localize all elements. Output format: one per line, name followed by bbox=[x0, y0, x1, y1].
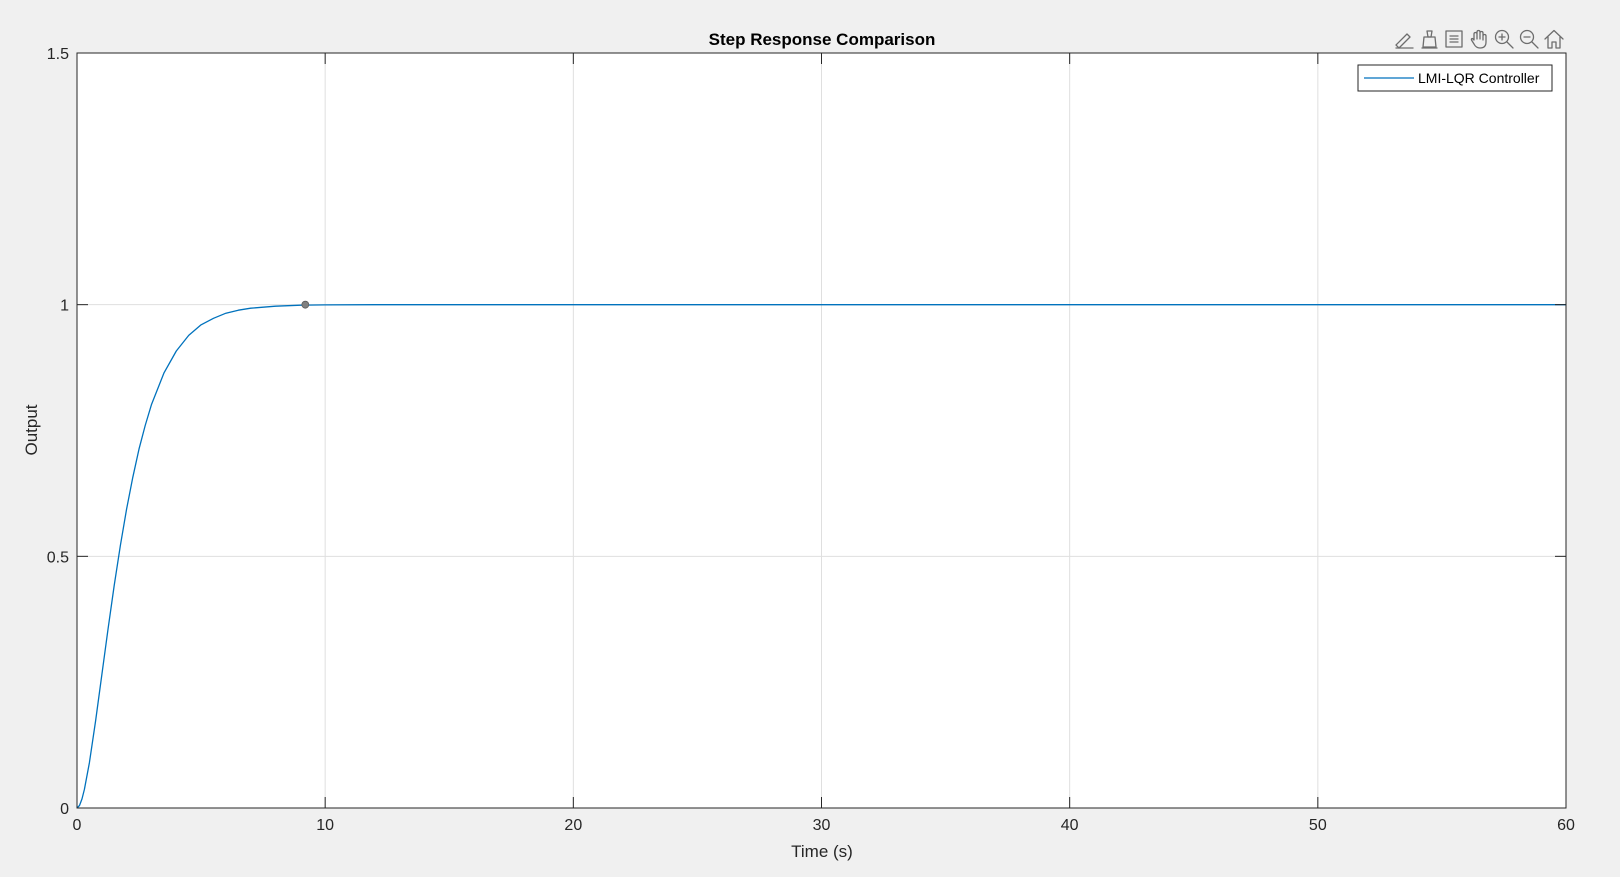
legend-toggle-icon[interactable] bbox=[1443, 28, 1465, 50]
x-tick-label: 30 bbox=[813, 817, 831, 834]
x-tick-label: 40 bbox=[1061, 817, 1079, 834]
series-lines bbox=[76, 304, 1566, 809]
y-tick-label: 0.5 bbox=[47, 549, 69, 566]
x-tick-label: 50 bbox=[1309, 817, 1327, 834]
data-markers bbox=[301, 300, 310, 309]
y-tick-label: 1 bbox=[60, 298, 69, 315]
zoom-out-icon[interactable] bbox=[1518, 28, 1540, 50]
x-tick-label: 20 bbox=[564, 817, 582, 834]
legend[interactable]: LMI-LQR Controller bbox=[1357, 64, 1553, 92]
legend-entry-label: LMI-LQR Controller bbox=[1418, 70, 1540, 86]
y-tick-label: 0 bbox=[60, 801, 69, 818]
brush-edit-icon[interactable] bbox=[1393, 28, 1415, 50]
x-tick-label: 0 bbox=[73, 817, 82, 834]
axis-ticks bbox=[76, 52, 1567, 809]
series-line-lmi-lqr[interactable] bbox=[76, 304, 1566, 809]
pan-hand-icon[interactable] bbox=[1468, 28, 1490, 50]
axes-toolbar bbox=[1393, 28, 1565, 50]
x-axis-title: Time (s) bbox=[791, 842, 853, 861]
data-point-marker[interactable] bbox=[301, 300, 310, 309]
chart-title: Step Response Comparison bbox=[709, 30, 936, 49]
zoom-in-icon[interactable] bbox=[1493, 28, 1515, 50]
y-axis-title: Output bbox=[22, 404, 41, 455]
y-tick-label: 1.5 bbox=[47, 46, 69, 63]
x-tick-label: 60 bbox=[1557, 817, 1575, 834]
home-restore-icon[interactable] bbox=[1543, 28, 1565, 50]
data-cursor-icon[interactable] bbox=[1418, 28, 1440, 50]
x-tick-label: 10 bbox=[316, 817, 334, 834]
tick-labels: 0 10 20 30 40 50 60 0 0.5 1 1.5 bbox=[47, 46, 1575, 834]
